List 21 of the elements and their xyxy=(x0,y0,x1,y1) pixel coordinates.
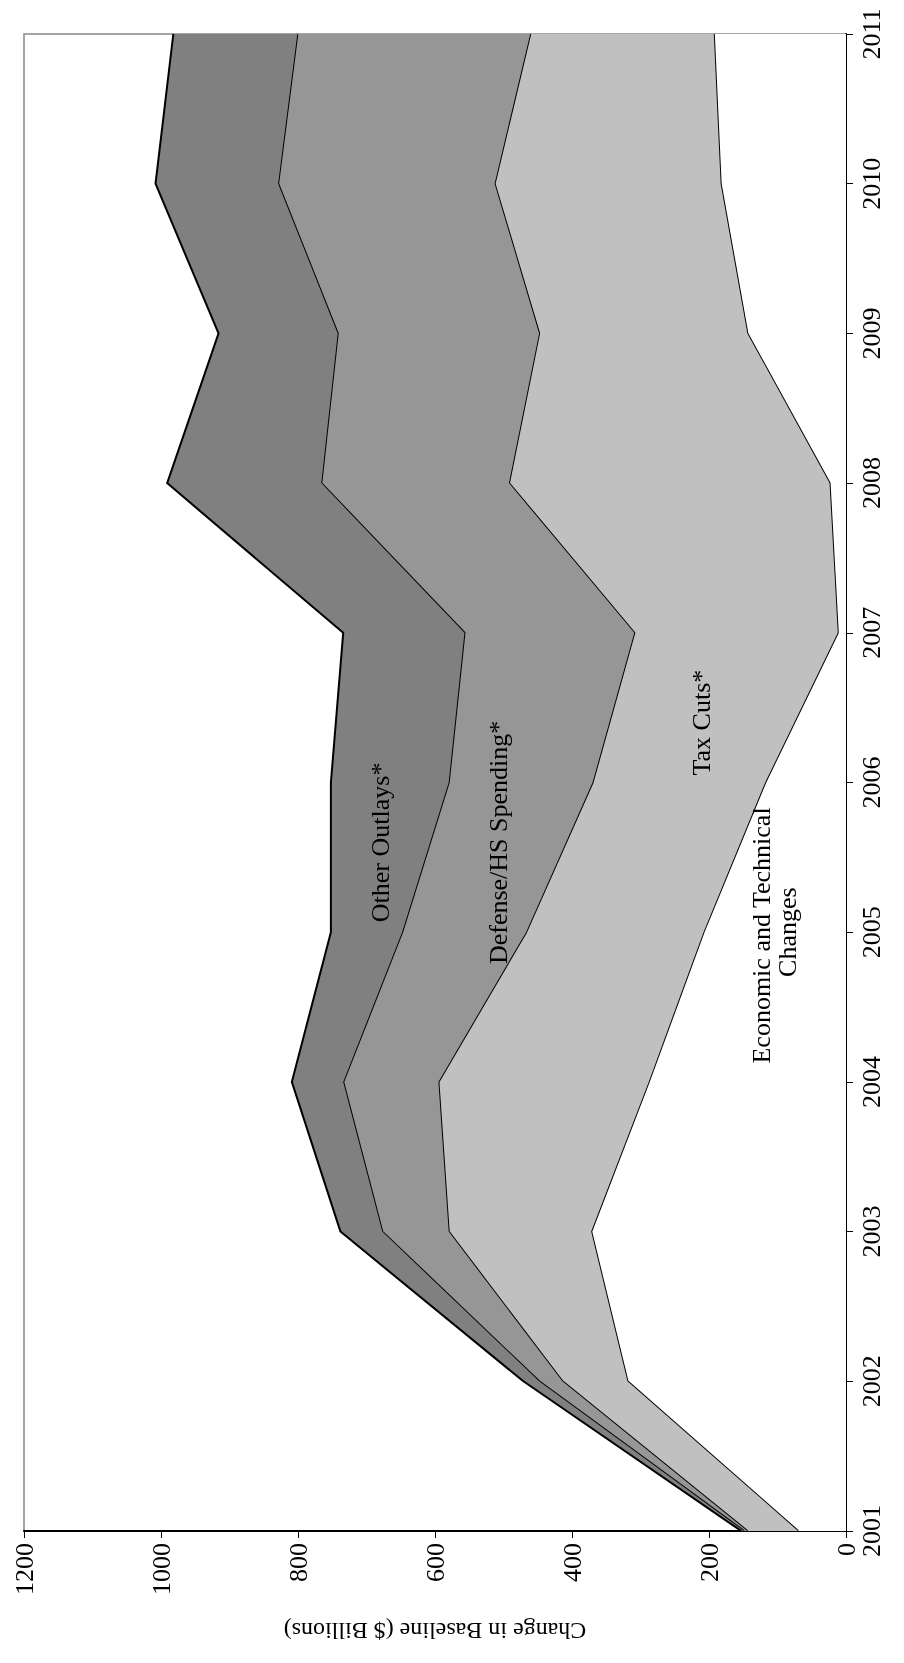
y-tick-label: 2010 xyxy=(856,157,886,210)
x-tick-label: 200 xyxy=(694,1543,724,1582)
series-label: Economic and Technical Changes xyxy=(747,800,803,1064)
y-tick-label: 2005 xyxy=(856,906,886,959)
y-tick-label: 2003 xyxy=(856,1205,886,1258)
x-tick-label: 1000 xyxy=(146,1543,176,1595)
y-tick-label: 2008 xyxy=(856,457,886,510)
x-tick-label: 600 xyxy=(420,1543,450,1582)
y-tick-label: 2009 xyxy=(856,307,886,360)
series-label: Defense/HS Spending* xyxy=(483,720,513,965)
x-tick-label: 800 xyxy=(283,1543,313,1582)
y-tick-label: 2004 xyxy=(856,1055,886,1108)
y-tick-label: 2011 xyxy=(856,8,886,60)
y-tick-label: 2007 xyxy=(856,606,886,659)
x-axis-title: Change in Baseline ($ Billions) xyxy=(283,1618,587,1644)
series-label: Other Outlays* xyxy=(365,762,395,923)
y-tick-label: 2002 xyxy=(856,1355,886,1408)
y-tick-label: 2006 xyxy=(856,756,886,809)
series-label: Tax Cuts* xyxy=(687,669,717,776)
x-tick-label: 400 xyxy=(557,1543,587,1582)
x-tick-label: 1200 xyxy=(9,1543,39,1595)
